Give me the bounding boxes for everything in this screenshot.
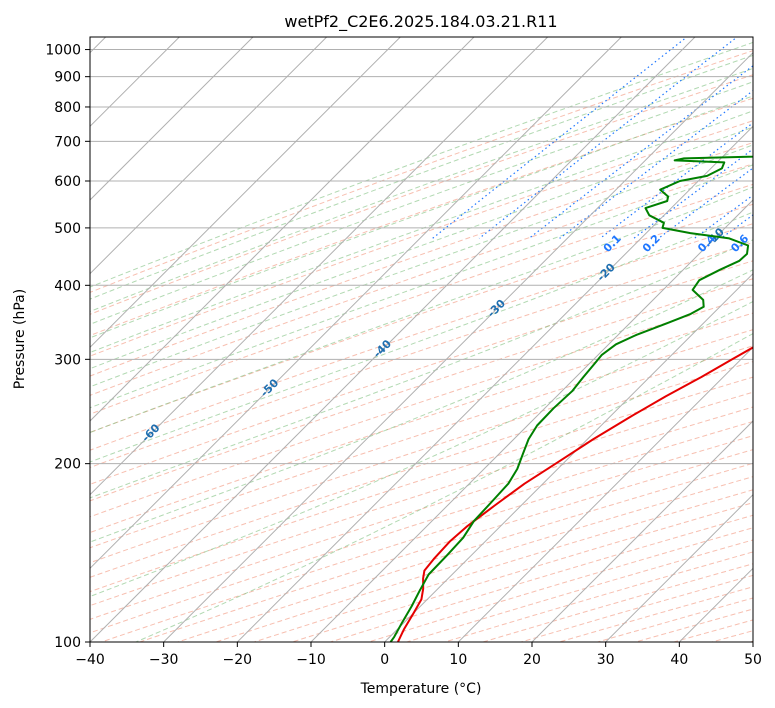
x-tick-label: 20	[523, 652, 541, 668]
dry-adiabat	[90, 74, 753, 315]
isotherm-line	[605, 493, 753, 642]
y-tick-label: 700	[54, 134, 81, 150]
moist-adiabat	[90, 54, 753, 300]
isotherm-line	[90, 37, 696, 642]
x-tick-label: 40	[670, 652, 688, 668]
dry-adiabat	[443, 551, 753, 642]
mixing-ratio-line	[478, 37, 739, 239]
plot-frame	[89, 36, 754, 643]
dry-adiabat	[90, 295, 753, 518]
dry-adiabat	[90, 120, 753, 357]
mixing-ratio-line	[528, 65, 753, 239]
x-axis-title: Temperature (°C)	[360, 681, 482, 697]
x-tick-label: −40	[75, 652, 105, 668]
isotherm-line	[90, 37, 401, 349]
dry-adiabat	[90, 406, 753, 620]
series	[389, 155, 753, 642]
moist-adiabat	[90, 269, 753, 543]
dry-adiabat	[90, 329, 753, 549]
y-tick-label: 600	[54, 174, 81, 190]
moist-adiabat	[90, 239, 753, 499]
x-tick-label: −10	[296, 652, 326, 668]
dry-adiabat	[90, 163, 753, 396]
y-tick-label: 1000	[45, 43, 81, 59]
isotherm-line	[163, 51, 753, 642]
mixing-ratio-line	[559, 89, 753, 239]
isotherm-line	[90, 37, 549, 496]
dry-adiabat	[99, 435, 753, 642]
dry-adiabat	[90, 345, 753, 564]
y-tick-label: 900	[54, 70, 81, 86]
dry-adiabat	[90, 50, 753, 293]
isotherm-line	[310, 199, 753, 642]
y-tick-label: 800	[54, 100, 81, 116]
x-tick-label: −30	[149, 652, 179, 668]
moist-adiabat	[90, 211, 753, 463]
y-tick-label: 400	[54, 278, 81, 294]
isotherm-line	[90, 37, 254, 201]
mixing-ratio-line	[432, 37, 688, 239]
ticks: −40 −30 −20 −10 0 10 20 30 40 50 100 200 300 400 500 60…	[45, 43, 762, 668]
background-lines	[90, 37, 753, 642]
isotherm-line	[236, 125, 753, 642]
y-tick-label: 200	[54, 457, 81, 473]
y-tick-label: 100	[54, 635, 81, 651]
dry-adiabat	[328, 514, 753, 642]
moist-adiabat	[90, 126, 753, 370]
x-tick-label: 10	[449, 652, 467, 668]
moist-adiabat	[90, 300, 753, 597]
x-tick-label: 0	[380, 652, 389, 668]
x-tick-label: 50	[744, 652, 762, 668]
x-tick-label: −20	[223, 652, 253, 668]
temperature-profile	[396, 346, 753, 642]
chart-title: wetPf2_C2E6.2025.184.03.21.R11	[284, 12, 557, 32]
moist-adiabat	[90, 110, 753, 354]
isotherm-line	[531, 420, 753, 642]
dry-adiabat	[90, 278, 753, 502]
dry-adiabat	[138, 449, 753, 642]
moist-adiabat	[90, 186, 753, 434]
dry-adiabat	[176, 462, 753, 642]
dewpoint-profile	[389, 155, 753, 642]
dry-adiabat	[90, 420, 753, 634]
mixing-ratio-line	[694, 194, 753, 239]
isotherm-line	[90, 37, 328, 275]
mixing-ratio-line	[633, 148, 753, 239]
isotherm-line	[384, 272, 753, 642]
isotherm-line	[90, 37, 475, 422]
x-tick-label: 30	[597, 652, 615, 668]
moist-adiabat	[90, 81, 753, 325]
y-tick-label: 500	[54, 221, 81, 237]
y-axis-title: Pressure (hPa)	[12, 289, 28, 389]
dry-adiabat	[90, 203, 753, 433]
moist-adiabat	[90, 67, 753, 313]
y-tick-label: 300	[54, 352, 81, 368]
dry-adiabat	[90, 142, 753, 377]
isotherm-line	[90, 37, 622, 570]
isotherm-line	[457, 346, 753, 642]
dry-adiabat	[90, 223, 753, 451]
moist-adiabat	[90, 164, 753, 409]
moist-adiabat	[90, 41, 753, 288]
dry-adiabat	[366, 527, 753, 642]
dry-adiabat	[405, 539, 753, 642]
grid	[90, 37, 753, 642]
moist-adiabat	[90, 144, 753, 388]
